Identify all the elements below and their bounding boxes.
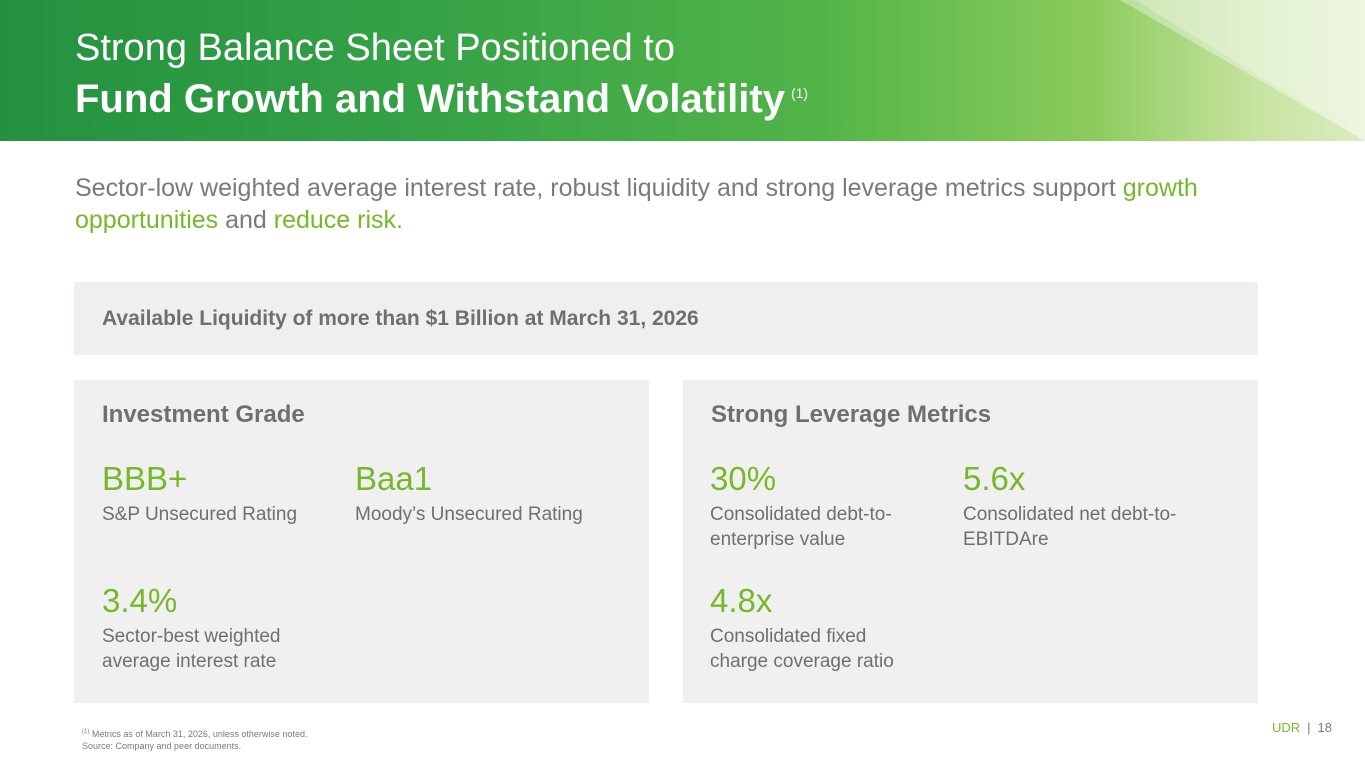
metric-value: Baa1 — [355, 460, 433, 497]
metric-value: 30% — [710, 460, 777, 497]
metric-label: Consolidated net debt-to-EBITDAre — [963, 504, 1177, 550]
subtitle-period: . — [396, 206, 403, 234]
metric-interest-rate: 3.4% Sector-best weighted average intere… — [102, 582, 322, 674]
footnote-line1: (1) Metrics as of March 31, 2026, unless… — [82, 726, 307, 740]
footer-separator: | — [1307, 720, 1311, 735]
metric-value: BBB+ — [102, 460, 188, 497]
metric-label: Moody’s Unsecured Rating — [355, 504, 583, 525]
metric-value: 5.6x — [963, 460, 1026, 497]
subtitle: Sector-low weighted average interest rat… — [75, 172, 1305, 236]
subtitle-highlight-risk: reduce risk — [273, 206, 397, 234]
metric-value: 4.8x — [710, 582, 773, 619]
banner-decoration — [1120, 0, 1365, 141]
page-title-line1: Strong Balance Sheet Positioned to — [75, 27, 675, 69]
metric-moodys-rating: Baa1 Moody’s Unsecured Rating — [355, 460, 625, 527]
leverage-metrics-panel: Strong Leverage Metrics 30% Consolidated… — [683, 380, 1258, 703]
metric-label: Consolidated fixed charge coverage ratio — [710, 626, 894, 672]
metric-debt-to-ev: 30% Consolidated debt-to-enterprise valu… — [710, 460, 925, 552]
footnote-text: Metrics as of March 31, 2026, unless oth… — [89, 729, 308, 739]
page-number: 18 — [1317, 720, 1332, 735]
brand-label: UDR — [1271, 720, 1301, 735]
liquidity-text: Available Liquidity of more than $1 Bill… — [102, 307, 699, 330]
panel-title-leverage: Strong Leverage Metrics — [711, 401, 992, 428]
metric-label: Consolidated debt-to-enterprise value — [710, 504, 892, 550]
metric-sp-rating: BBB+ S&P Unsecured Rating — [102, 460, 342, 527]
subtitle-part2: and — [218, 206, 274, 234]
liquidity-banner: Available Liquidity of more than $1 Bill… — [74, 282, 1258, 355]
title-footnote-ref: (1) — [790, 85, 809, 101]
footnote: (1) Metrics as of March 31, 2026, unless… — [82, 726, 307, 752]
title-banner: Strong Balance Sheet Positioned to Fund … — [0, 0, 1365, 141]
metric-label: Sector-best weighted average interest ra… — [102, 626, 281, 672]
footnote-source: Source: Company and peer documents. — [82, 741, 242, 751]
subtitle-part1: Sector-low weighted average interest rat… — [75, 174, 1123, 202]
metric-value: 3.4% — [102, 582, 178, 619]
investment-grade-panel: Investment Grade BBB+ S&P Unsecured Rati… — [74, 380, 649, 703]
banner-decoration-inner — [1135, 0, 1365, 141]
page-title-text: Fund Growth and Withstand Volatility — [75, 77, 785, 121]
metric-fixed-charge-coverage: 4.8x Consolidated fixed charge coverage … — [710, 582, 925, 674]
subtitle-highlight-growth: growth opportunities — [75, 174, 1198, 234]
footnote-ref: (1) — [82, 729, 90, 735]
page-title-line2: Fund Growth and Withstand Volatility (1) — [75, 77, 808, 122]
panel-title-investment-grade: Investment Grade — [102, 401, 305, 428]
page-footer: UDR | 18 — [1272, 720, 1332, 735]
metric-net-debt-to-ebitdare: 5.6x Consolidated net debt-to-EBITDAre — [963, 460, 1188, 552]
metric-label: S&P Unsecured Rating — [102, 504, 298, 525]
